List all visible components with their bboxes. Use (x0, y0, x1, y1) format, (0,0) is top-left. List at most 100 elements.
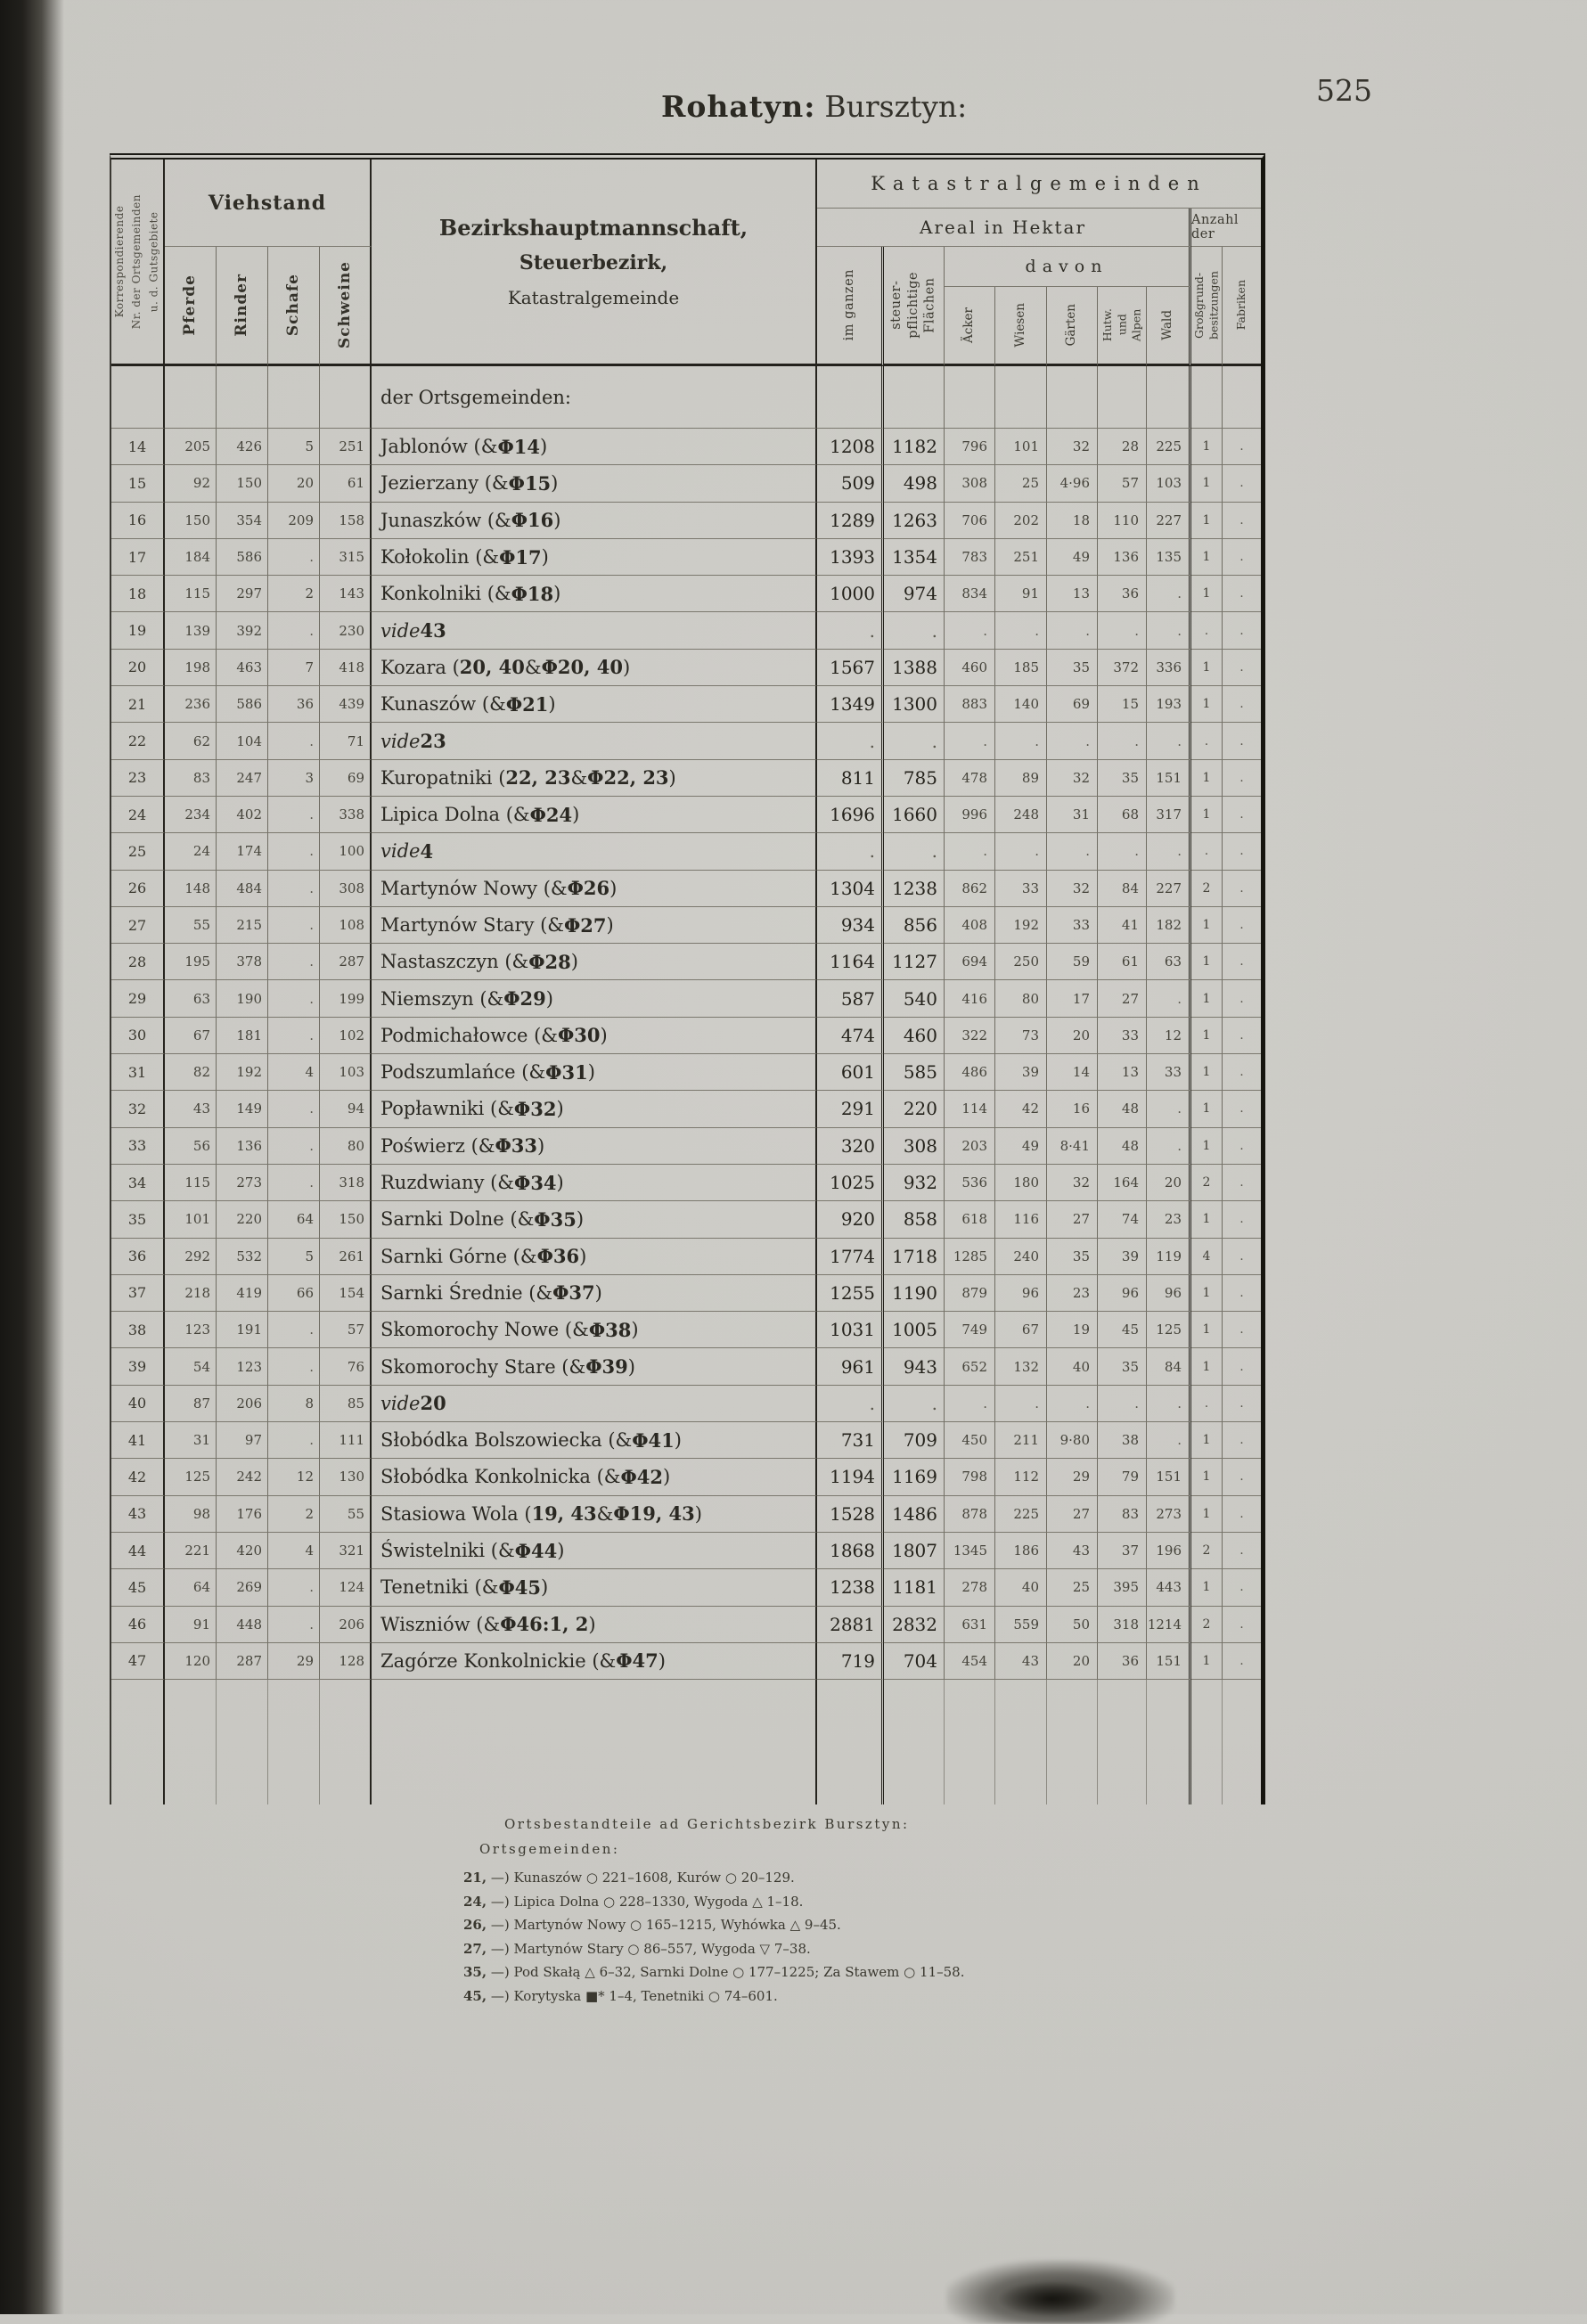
cell-name: Świstelniki (& Φ 44) (372, 1532, 817, 1570)
footnote-list: 21, —) Kunaszów ○ 221–1608, Kurów ○ 20–1… (463, 1866, 1337, 2008)
cell-grossgrund: 1 (1191, 502, 1223, 539)
aecker-column-header: Äcker (945, 287, 995, 366)
cell-nr: 37 (111, 1274, 165, 1313)
cell-fabriken: . (1223, 1496, 1261, 1533)
fabriken-column-header: Fabriken (1223, 247, 1261, 366)
cell-name: Tenetniki (& Φ 45) (372, 1569, 817, 1607)
cell-wald: 119 (1147, 1238, 1191, 1275)
cell-steuerpflichtig: 460 (884, 1017, 945, 1055)
cell-hutweiden: 83 (1098, 1495, 1147, 1533)
cell-wiesen: 73 (995, 1017, 1047, 1055)
cell-wald: 151 (1147, 1642, 1191, 1681)
cell-im-ganzen: 1208 (817, 429, 884, 466)
cell-rinder: 176 (217, 1495, 268, 1533)
cell-steuerpflichtig: 220 (884, 1091, 945, 1128)
cell-nr: 14 (111, 429, 165, 466)
cell-name: Kuropatniki (22, 23 & Φ 22, 23) (372, 759, 817, 797)
cell-im-ganzen: 1393 (817, 538, 884, 577)
cell-schweine: 102 (320, 1017, 372, 1055)
cell-fabriken: . (1223, 1239, 1261, 1275)
cell-schafe: 64 (268, 1201, 320, 1239)
cell-aecker: 203 (945, 1127, 995, 1165)
cell-im-ganzen: 291 (817, 1091, 884, 1128)
cell-schweine: 287 (320, 944, 372, 981)
section-empty-cell (1191, 366, 1223, 429)
cell-hutweiden: 318 (1098, 1606, 1147, 1643)
cell-schafe: 20 (268, 465, 320, 503)
cell-pferde: 63 (165, 980, 217, 1018)
table-extension-cell (320, 1680, 372, 1805)
cell-wald: 23 (1147, 1201, 1191, 1239)
cell-hutweiden: 35 (1098, 759, 1147, 797)
cell-wiesen: 112 (995, 1459, 1047, 1496)
steuerpflichtige-flaechen-column-header: steuer- pflichtige Flächen (884, 247, 945, 366)
cell-nr: 31 (111, 1054, 165, 1092)
cell-pferde: 67 (165, 1017, 217, 1055)
cell-grossgrund: 1 (1191, 1348, 1223, 1386)
cell-wald: 33 (1147, 1054, 1191, 1092)
cell-schafe: . (268, 796, 320, 834)
cell-schafe: 5 (268, 429, 320, 466)
cell-schweine: 308 (320, 870, 372, 907)
cell-name: Kunaszów (& Φ 21) (372, 686, 817, 724)
table-extension-cell (372, 1680, 817, 1805)
cell-grossgrund: 1 (1191, 1459, 1223, 1496)
cell-nr: 20 (111, 649, 165, 687)
cell-hutweiden: 37 (1098, 1532, 1147, 1570)
cell-fabriken: . (1223, 1018, 1261, 1055)
cell-im-ganzen: 719 (817, 1642, 884, 1681)
cell-name: Słobódka Bolszowiecka (& Φ 41) (372, 1422, 817, 1460)
cell-schweine: 315 (320, 538, 372, 577)
cell-im-ganzen: 1194 (817, 1459, 884, 1496)
cell-fabriken: . (1223, 871, 1261, 907)
cell-grossgrund: 2 (1191, 1606, 1223, 1643)
cell-schweine: 199 (320, 980, 372, 1018)
cell-wiesen: . (995, 833, 1047, 871)
cell-im-ganzen: 1238 (817, 1569, 884, 1607)
cell-schweine: 154 (320, 1274, 372, 1313)
cell-rinder: 402 (217, 796, 268, 834)
cell-schafe: 36 (268, 686, 320, 724)
cell-wald: 125 (1147, 1312, 1191, 1349)
table-extension-cell (1223, 1680, 1261, 1804)
cell-wald: 96 (1147, 1274, 1191, 1313)
cell-name: Zagórze Konkolnickie (& Φ 47) (372, 1642, 817, 1681)
cell-wiesen: 101 (995, 429, 1047, 466)
cell-fabriken: . (1223, 650, 1261, 687)
cell-wiesen: 180 (995, 1164, 1047, 1202)
cell-nr: 43 (111, 1495, 165, 1533)
cell-pferde: 31 (165, 1422, 217, 1460)
cell-pferde: 221 (165, 1532, 217, 1570)
cell-pferde: 184 (165, 538, 217, 577)
cell-gaerten: 19 (1047, 1312, 1098, 1349)
cell-hutweiden: 39 (1098, 1238, 1147, 1275)
cell-steuerpflichtig: 785 (884, 759, 945, 797)
cell-steuerpflichtig: 1127 (884, 944, 945, 981)
cell-gaerten: 13 (1047, 576, 1098, 613)
cell-gaerten: 32 (1047, 870, 1098, 907)
cell-grossgrund: 2 (1191, 1532, 1223, 1570)
cell-rinder: 190 (217, 980, 268, 1018)
cell-wiesen: 91 (995, 576, 1047, 613)
cell-pferde: 24 (165, 833, 217, 871)
cell-schweine: 338 (320, 796, 372, 834)
cell-wiesen: 240 (995, 1238, 1047, 1275)
cell-steuerpflichtig: . (884, 723, 945, 760)
cell-wald: . (1147, 1422, 1191, 1460)
section-label-ortsgemeinden: der Ortsgemeinden: (372, 366, 817, 429)
cell-name: Junaszków (& Φ 16) (372, 502, 817, 539)
cell-nr: 40 (111, 1385, 165, 1423)
cell-gaerten: 32 (1047, 429, 1098, 466)
cell-pferde: 55 (165, 906, 217, 945)
cell-hutweiden: 38 (1098, 1422, 1147, 1460)
gaerten-column-header: Gärten (1047, 287, 1098, 366)
cell-pferde: 115 (165, 576, 217, 613)
cell-wiesen: . (995, 612, 1047, 650)
cell-rinder: 392 (217, 612, 268, 650)
cell-name: Stasiowa Wola (19, 43 & Φ 19, 43) (372, 1495, 817, 1533)
cell-schweine: 103 (320, 1054, 372, 1092)
cell-wiesen: 96 (995, 1274, 1047, 1313)
cell-schafe: 4 (268, 1532, 320, 1570)
cell-name: Podmichałowce (& Φ 30) (372, 1017, 817, 1055)
cell-gaerten: 4·96 (1047, 465, 1098, 503)
